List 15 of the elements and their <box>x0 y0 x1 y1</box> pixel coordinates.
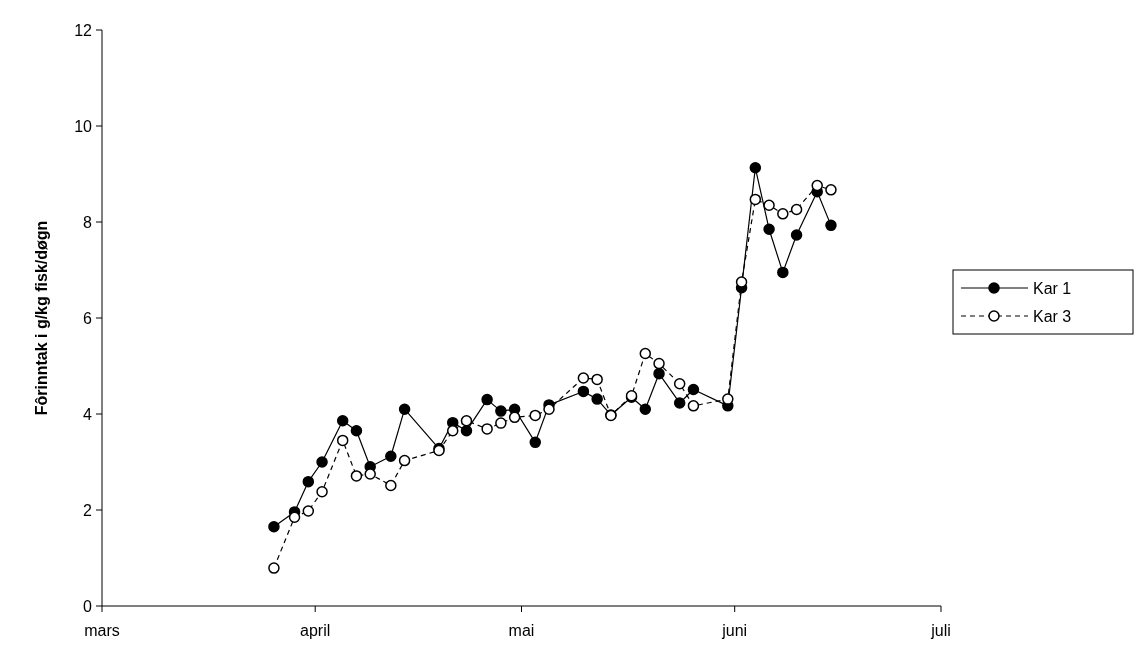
legend-label: Kar 1 <box>1033 279 1072 297</box>
y-tick-label: 8 <box>83 213 93 231</box>
y-tick-label: 0 <box>83 597 93 615</box>
y-tick-label: 10 <box>74 117 93 135</box>
x-tick-label: mars <box>84 622 120 639</box>
x-tick-label: juli <box>930 622 951 639</box>
y-tick-label: 12 <box>74 21 93 39</box>
x-tick-label: juni <box>721 622 748 639</box>
y-axis-title: Fôrinntak i g/kg fisk/døgn <box>33 220 50 416</box>
y-tick-label: 2 <box>83 501 93 519</box>
legend-label: Kar 3 <box>1033 307 1072 325</box>
y-tick-label: 6 <box>83 309 93 327</box>
x-tick-label: april <box>300 622 331 639</box>
x-tick-label: mai <box>508 622 535 639</box>
y-tick-label: 4 <box>83 405 93 423</box>
